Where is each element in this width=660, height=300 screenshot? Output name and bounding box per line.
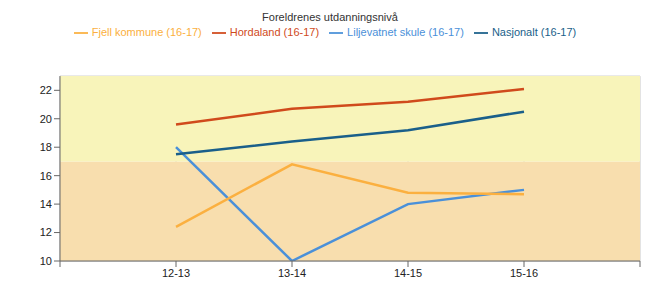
svg-text:10: 10 bbox=[40, 255, 52, 267]
html-text:Liljevatnet skule (16-17): Liljevatnet skule (16-17) bbox=[347, 26, 464, 38]
svg-text:12: 12 bbox=[40, 226, 52, 238]
svg-text:22: 22 bbox=[40, 84, 52, 96]
svg-text:12-13: 12-13 bbox=[162, 267, 190, 279]
html-text:Foreldrenes utdanningsnivå: Foreldrenes utdanningsnivå bbox=[262, 11, 398, 23]
svg-text:14: 14 bbox=[40, 198, 52, 210]
html-text:Nasjonalt (16-17): Nasjonalt (16-17) bbox=[491, 26, 577, 38]
svg-text:15-16: 15-16 bbox=[510, 267, 538, 279]
svg-text:18: 18 bbox=[40, 141, 52, 153]
svg-text:14-15: 14-15 bbox=[394, 267, 422, 279]
html-text:Fjell kommune (16-17): Fjell kommune (16-17) bbox=[91, 26, 202, 38]
html-text:Hordaland (16-17): Hordaland (16-17) bbox=[229, 26, 320, 38]
svg-text:13-14: 13-14 bbox=[278, 267, 306, 279]
svg-text:16: 16 bbox=[40, 170, 52, 182]
svg-text:20: 20 bbox=[40, 113, 52, 125]
